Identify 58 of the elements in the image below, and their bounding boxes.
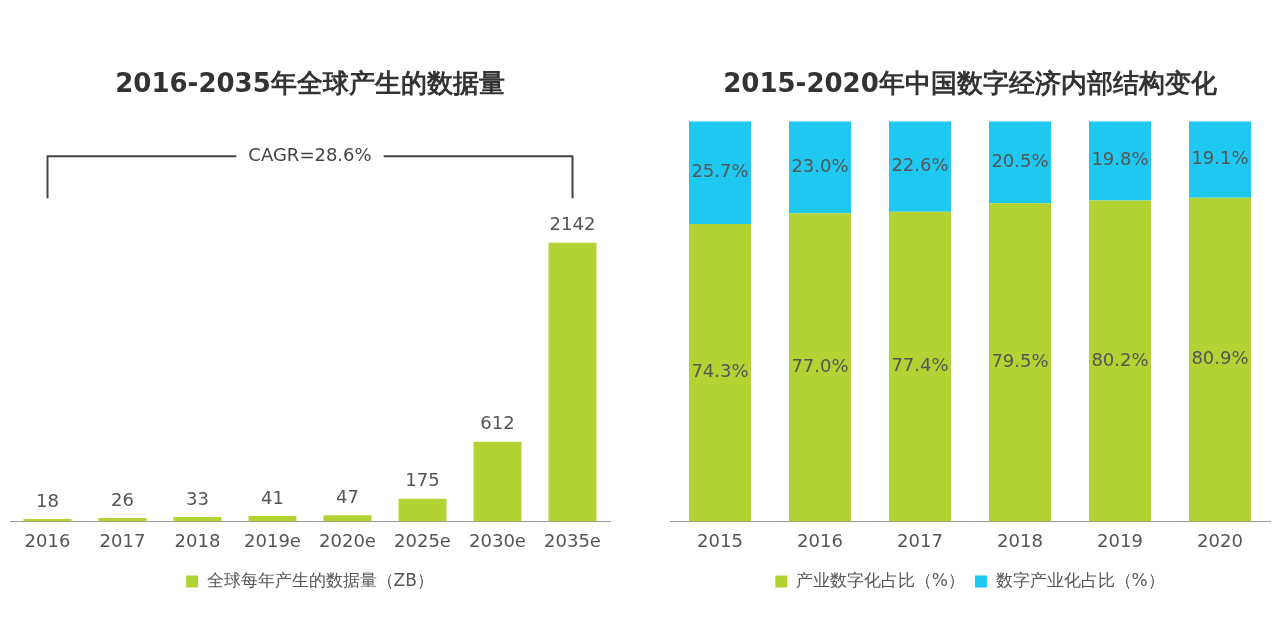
bar xyxy=(989,121,1051,204)
data-label: 19.1% xyxy=(1191,147,1249,169)
bar xyxy=(689,224,751,522)
x-tick-label: 2016 xyxy=(797,529,843,551)
bar xyxy=(1089,121,1151,201)
x-tick-label: 2019 xyxy=(1097,529,1143,551)
x-tick-label: 2030e xyxy=(469,529,526,551)
x-tick-label: 2015 xyxy=(697,529,743,551)
bar xyxy=(889,211,951,522)
bar xyxy=(473,441,522,522)
data-label: 18 xyxy=(36,489,59,511)
data-label: 2142 xyxy=(549,213,596,235)
x-tick-label: 2025e xyxy=(394,529,451,551)
data-label: 80.9% xyxy=(1191,347,1249,369)
bar xyxy=(789,121,851,214)
data-label: 47 xyxy=(336,485,359,507)
bar xyxy=(323,515,372,522)
data-label: 20.5% xyxy=(991,149,1049,171)
bar xyxy=(248,516,297,522)
x-tick-label: 2018 xyxy=(174,529,221,551)
data-label: 26 xyxy=(111,488,134,510)
data-label: 23.0% xyxy=(791,154,849,176)
legend-label: 产业数字化占比（%） xyxy=(795,569,965,590)
bar xyxy=(173,517,222,522)
data-label: 41 xyxy=(261,486,284,508)
data-label: 25.7% xyxy=(691,160,749,182)
data-label: 77.4% xyxy=(891,354,949,376)
bar xyxy=(789,213,851,522)
chart-title: 2015-2020年中国数字经济内部结构变化 xyxy=(723,68,1218,99)
bar xyxy=(548,242,597,522)
x-tick-label: 2035e xyxy=(544,529,601,551)
bar xyxy=(889,121,951,212)
bar xyxy=(1089,200,1151,522)
data-label: 19.8% xyxy=(1091,148,1149,170)
x-tick-label: 2017 xyxy=(99,529,146,551)
data-label: 175 xyxy=(405,469,440,491)
data-label: 80.2% xyxy=(1091,348,1149,370)
x-tick-label: 2020e xyxy=(319,529,376,551)
data-label: 33 xyxy=(186,487,209,509)
legend-label: 数字产业化占比（%） xyxy=(995,569,1165,590)
legend-label: 全球每年产生的数据量（ZB） xyxy=(206,569,434,590)
bar xyxy=(1189,197,1251,522)
x-tick-label: 2018 xyxy=(997,529,1043,551)
bar xyxy=(689,121,751,225)
chart-title: 2016-2035年全球产生的数据量 xyxy=(115,68,505,99)
data-label: 22.6% xyxy=(891,154,949,176)
text: CAGR=28.6% xyxy=(248,143,372,165)
bar xyxy=(398,498,447,522)
bar xyxy=(989,203,1051,522)
data-label: 612 xyxy=(480,412,515,434)
data-label: 74.3% xyxy=(691,360,749,382)
x-tick-label: 2016 xyxy=(24,529,71,551)
data-label: 79.5% xyxy=(991,349,1049,371)
x-tick-label: 2020 xyxy=(1197,529,1243,551)
x-tick-label: 2017 xyxy=(897,529,943,551)
x-tick-label: 2019e xyxy=(244,529,301,551)
data-label: 77.0% xyxy=(791,354,849,376)
bar xyxy=(1189,121,1251,198)
